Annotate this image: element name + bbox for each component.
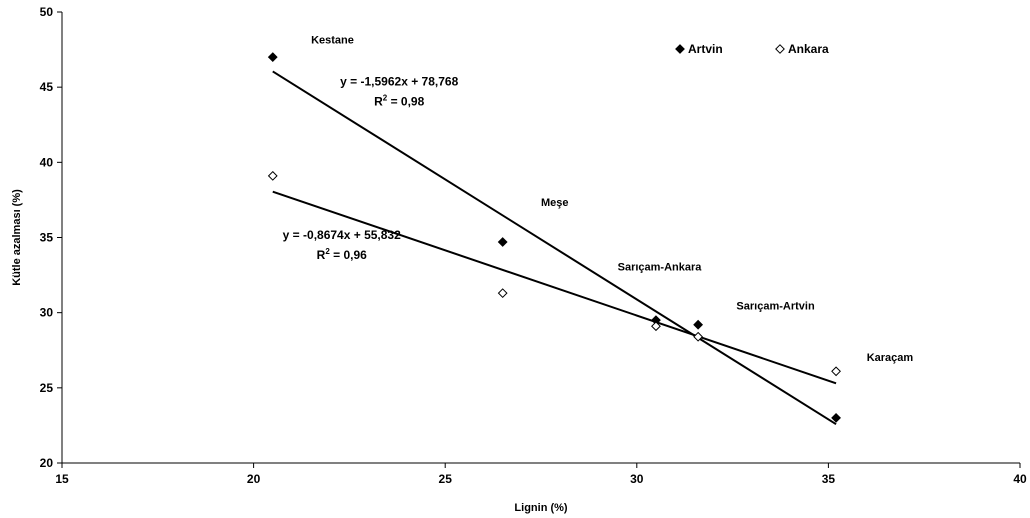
data-point-ankara <box>693 331 704 342</box>
y-tick-label: 40 <box>40 155 54 169</box>
legend-marker-artvin <box>675 44 685 54</box>
point-label: Sarıçam-Artvin <box>736 301 815 313</box>
point-label: Karaçam <box>867 352 914 364</box>
regression-equations: y = -1,5962x + 78,768 R2 = 0,98 y = -0,867… <box>283 75 459 262</box>
data-points <box>267 52 841 423</box>
x-tick-label: 40 <box>1013 472 1027 486</box>
data-point-ankara <box>651 321 661 332</box>
point-labels: Kestane Meşe Sarıçam-Ankara Sarıçam-Artvin K… <box>311 35 913 364</box>
trendlines <box>272 70 837 426</box>
point-label: Kestane <box>311 35 354 47</box>
point-label: Meşe <box>541 197 569 209</box>
y-tick-label: 30 <box>40 306 54 320</box>
regression-equation: y = -1,5962x + 78,768 <box>340 75 458 89</box>
x-tick-label: 30 <box>630 472 644 486</box>
r-squared-label: R2 = 0,96 <box>317 247 367 262</box>
data-point-artvin <box>693 319 704 330</box>
legend-label-artvin: Artvin <box>688 42 723 56</box>
legend-label-ankara: Ankara <box>788 42 829 56</box>
y-tick-label: 50 <box>40 5 54 19</box>
x-axis-title: Lignin (%) <box>514 502 567 514</box>
x-tick-label: 20 <box>247 472 261 486</box>
r-squared-label: R2 = 0,98 <box>374 94 424 109</box>
legend: Artvin Ankara <box>675 42 829 56</box>
point-label: Sarıçam-Ankara <box>618 262 703 274</box>
trendline-ankara <box>272 190 837 385</box>
y-tick-label: 25 <box>40 381 54 395</box>
data-point-artvin <box>497 237 508 247</box>
regression-equation: y = -0,8674x + 55,832 <box>283 228 401 242</box>
y-tick-label: 20 <box>40 456 54 470</box>
data-point-ankara <box>831 366 841 377</box>
data-point-ankara <box>267 170 278 181</box>
x-tick-label: 35 <box>822 472 836 486</box>
y-axis-title: Kütle azalması (%) <box>11 189 23 286</box>
trendline-artvin <box>272 70 837 426</box>
x-tick-label: 15 <box>55 472 69 486</box>
legend-marker-ankara <box>775 44 785 54</box>
data-point-artvin <box>831 412 841 423</box>
y-tick-label: 45 <box>40 80 54 94</box>
y-tick-label: 35 <box>40 231 54 245</box>
data-point-artvin <box>267 52 278 63</box>
x-tick-label: 25 <box>439 472 453 486</box>
data-point-ankara <box>497 288 508 299</box>
